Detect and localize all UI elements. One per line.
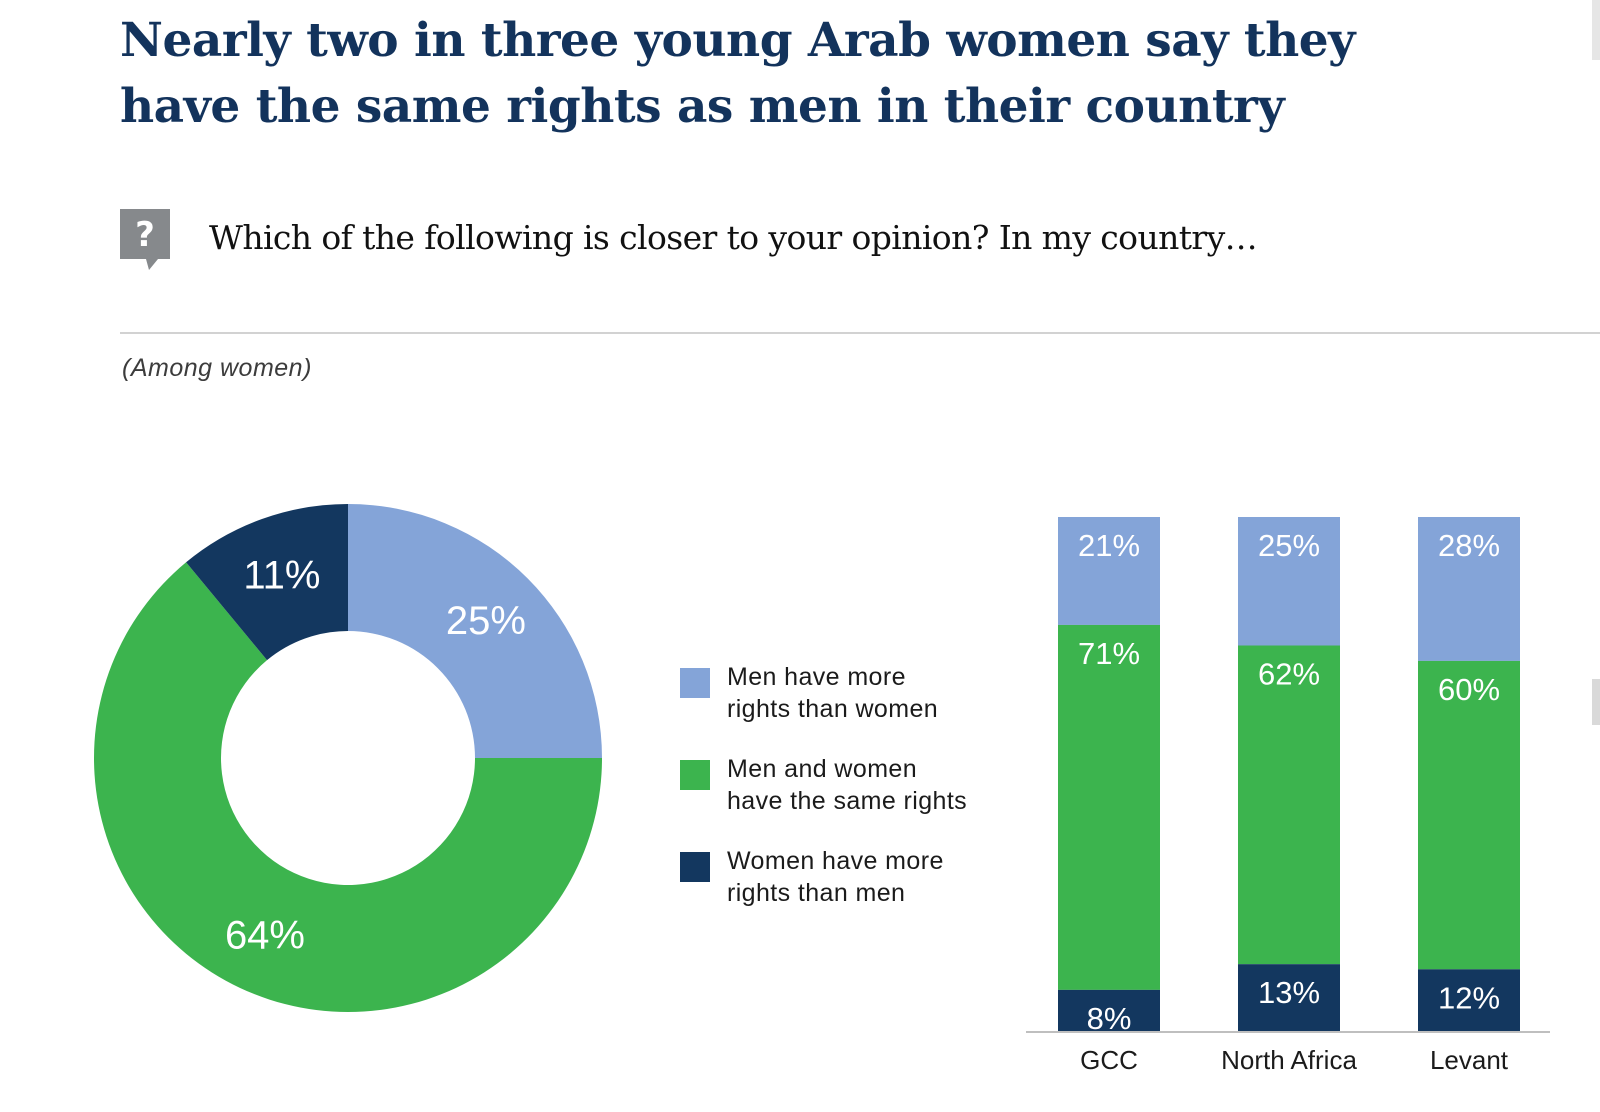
bar-segment-more_men xyxy=(1418,517,1520,661)
legend-label: Men have more rights than women xyxy=(727,661,1007,725)
legend-item-same: Men and women have the same rights xyxy=(680,753,1000,845)
bar-value-label: 8% xyxy=(1087,1001,1132,1036)
legend: Men have more rights than women Men and … xyxy=(680,661,1000,937)
bar-value-label: 13% xyxy=(1258,975,1320,1010)
bar-segment-same xyxy=(1418,660,1520,970)
donut-label-more_women: 11% xyxy=(243,554,320,598)
stacked-bar-chart: 21% 71% 8% GCC 25% 62% 13% North Africa 28% 60% 12… xyxy=(1026,517,1550,1075)
bar-value-label: 71% xyxy=(1078,636,1140,671)
legend-item-more-men: Men have more rights than women xyxy=(680,661,1000,753)
legend-swatch xyxy=(680,852,710,882)
bar-segment-same xyxy=(1238,645,1340,965)
bar-segment-same xyxy=(1058,624,1160,990)
bar-value-label: 25% xyxy=(1258,528,1320,563)
title-line: have the same rights as men in their cou… xyxy=(120,79,1285,134)
question-mark-icon: ? xyxy=(120,209,170,270)
page-title: Nearly two in three young Arab women say… xyxy=(120,8,1355,140)
donut-label-same: 64% xyxy=(225,913,305,957)
bar-category-label: GCC xyxy=(1080,1045,1138,1075)
survey-question: Which of the following is closer to your… xyxy=(209,218,1258,257)
donut-label-more_men: 25% xyxy=(446,599,526,643)
title-line: Nearly two in three young Arab women say… xyxy=(120,13,1355,68)
bar-segment-more_men xyxy=(1058,517,1160,625)
bar-value-label: 21% xyxy=(1078,528,1140,563)
legend-line: Men have more xyxy=(727,663,906,691)
legend-item-more-women: Women have more rights than men xyxy=(680,845,1000,937)
legend-line: have the same rights xyxy=(727,787,968,815)
bar-segment-more_women xyxy=(1418,969,1520,1031)
bar-value-label: 12% xyxy=(1438,980,1500,1015)
bar-segment-more_men xyxy=(1238,517,1340,646)
svg-text:?: ? xyxy=(135,215,155,255)
legend-label: Men and women have the same rights xyxy=(727,753,1007,817)
scrollbar-thumb[interactable] xyxy=(1592,679,1600,725)
scrollbar-track[interactable] xyxy=(1592,0,1600,60)
donut-slice-more_men xyxy=(348,504,602,758)
bar-value-label: 60% xyxy=(1438,672,1500,707)
donut-slice-more_women xyxy=(186,504,348,661)
bar-category-label: Levant xyxy=(1430,1045,1509,1075)
bar-segment-more_women xyxy=(1058,989,1160,1031)
divider xyxy=(120,332,1600,334)
base-note: (Among women) xyxy=(122,354,312,382)
bar-value-label: 28% xyxy=(1438,528,1500,563)
legend-swatch xyxy=(680,760,710,790)
legend-label: Women have more rights than men xyxy=(727,845,1007,909)
legend-line: Women have more xyxy=(727,847,944,875)
donut-chart: 25% 64% 11% xyxy=(94,504,602,1012)
donut-slice-same xyxy=(94,562,602,1012)
bar-value-label: 62% xyxy=(1258,657,1320,692)
legend-swatch xyxy=(680,668,710,698)
legend-line: rights than women xyxy=(727,695,939,723)
legend-line: Men and women xyxy=(727,755,918,783)
bar-segment-more_women xyxy=(1238,964,1340,1031)
bar-category-label: North Africa xyxy=(1221,1045,1357,1075)
legend-line: rights than men xyxy=(727,879,906,907)
